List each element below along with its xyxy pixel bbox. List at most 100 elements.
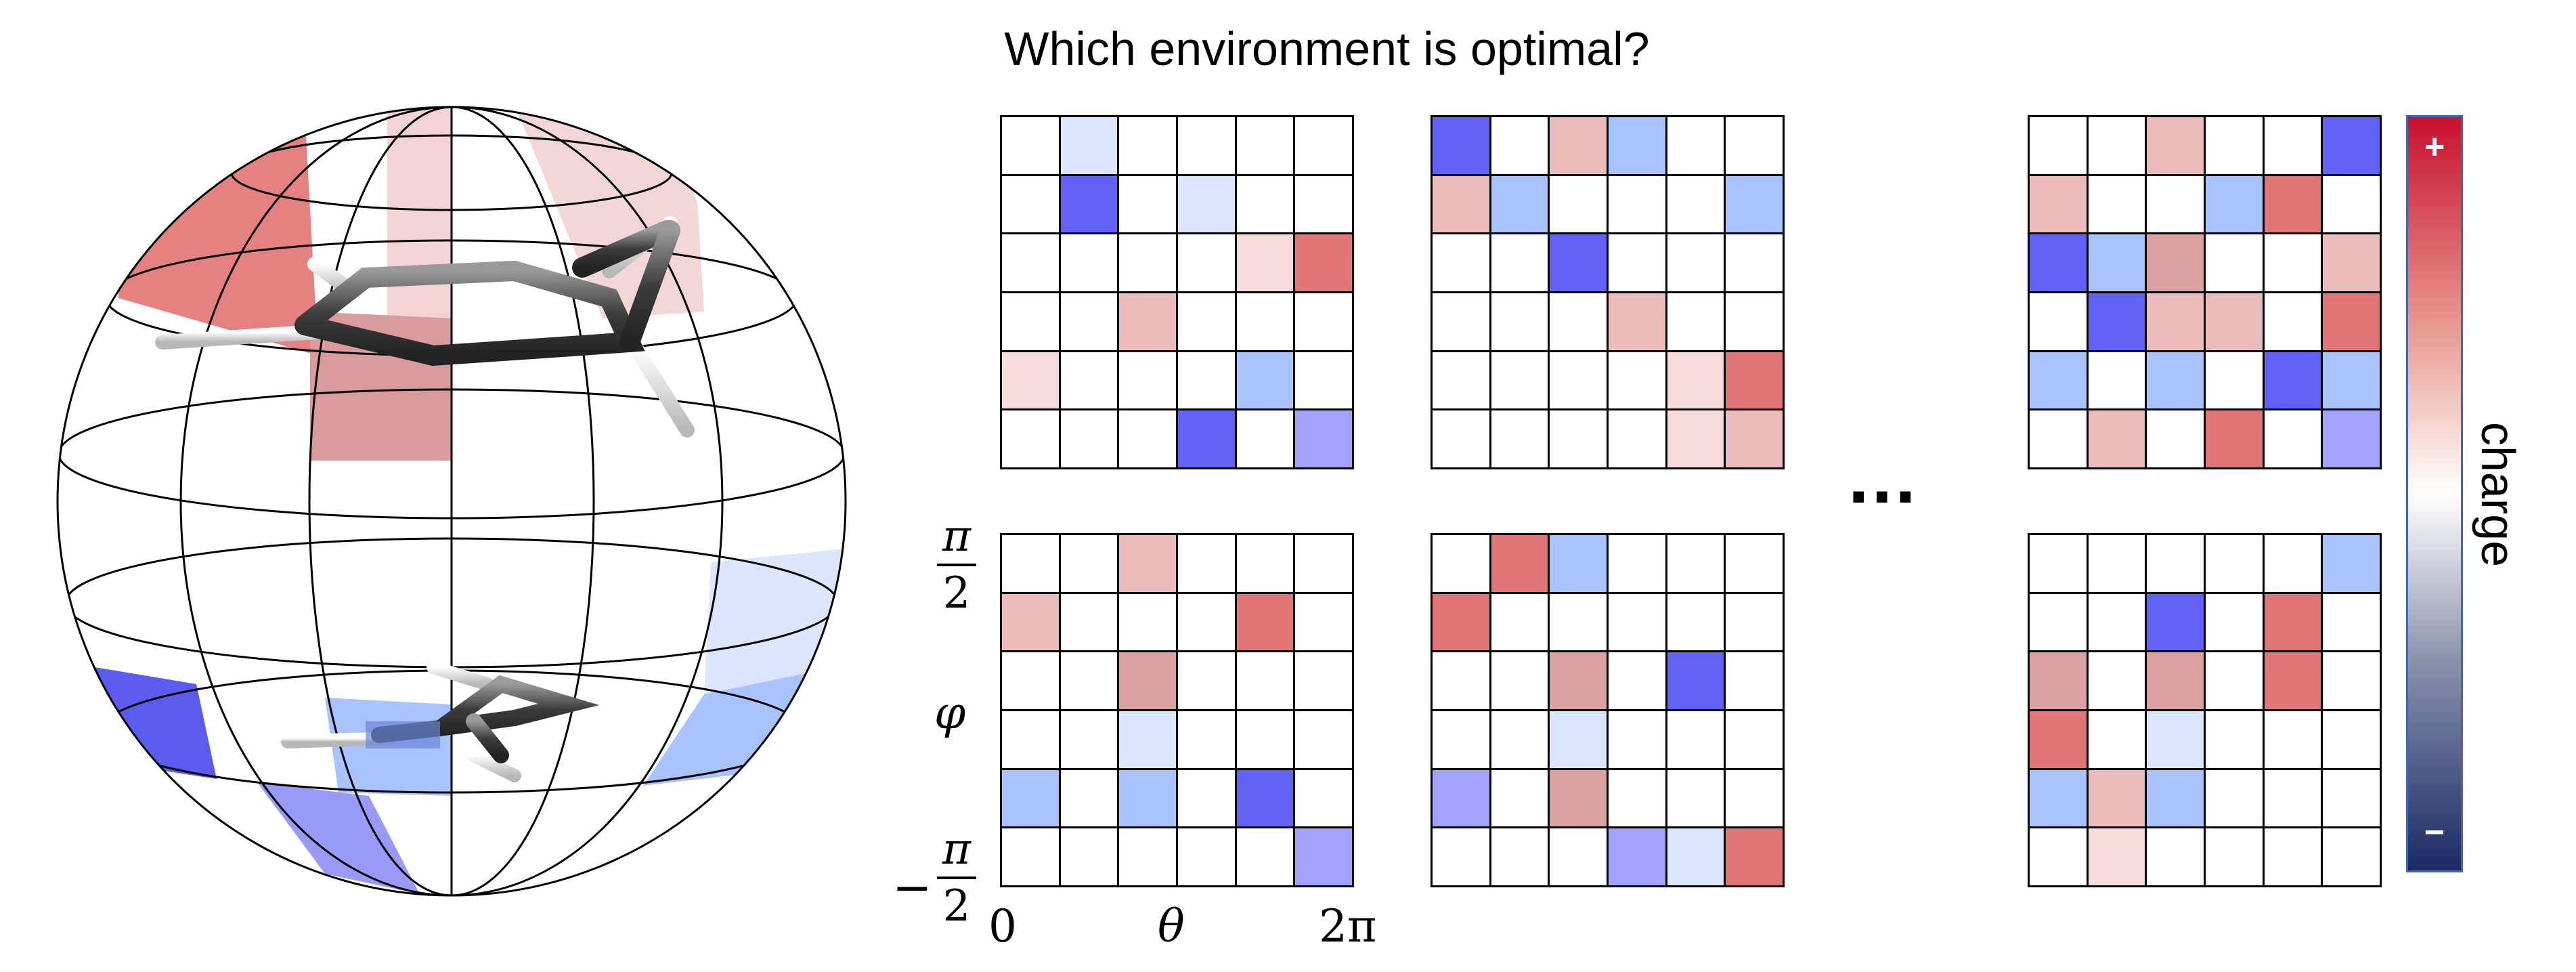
grid-cell xyxy=(2145,591,2206,653)
grid-cell xyxy=(1058,173,1120,235)
grid-cell xyxy=(1000,826,1061,887)
grid-cell xyxy=(1000,291,1061,352)
grid-cell xyxy=(1176,650,1237,711)
grid-cell xyxy=(1117,826,1178,887)
grid-cell xyxy=(2028,709,2089,770)
grid-cell xyxy=(2086,408,2147,469)
grid-cell xyxy=(1000,709,1061,770)
grid-cell xyxy=(2204,709,2265,770)
grid-cell xyxy=(1665,709,1726,770)
grid-cell xyxy=(1489,408,1550,469)
grid-cell xyxy=(2145,408,2206,469)
grid-cell xyxy=(2028,533,2089,594)
grid-cell xyxy=(1293,826,1354,887)
grid-cell xyxy=(1431,709,1491,770)
grid-cell xyxy=(2086,291,2147,352)
grid-cell xyxy=(1176,767,1237,829)
grid-cell xyxy=(1489,709,1550,770)
figure-title: Which environment is optimal? xyxy=(1004,22,1650,75)
grid-cell xyxy=(1176,533,1237,594)
grid-cell xyxy=(2028,232,2089,293)
grid-cell xyxy=(1000,173,1061,235)
grid-cell xyxy=(1234,650,1296,711)
grid-cell xyxy=(2204,291,2265,352)
patch-upper-left xyxy=(118,135,318,356)
grid-cell xyxy=(2262,709,2323,770)
sphere-outline xyxy=(56,106,847,897)
grid-cell xyxy=(1234,115,1296,176)
grid-cell xyxy=(2321,767,2382,829)
grid-cell xyxy=(2204,232,2265,293)
grid-cell xyxy=(2204,826,2265,887)
grid-cell xyxy=(1058,533,1120,594)
grid-cell xyxy=(1234,767,1296,829)
molecule-lower-highlight xyxy=(366,721,440,748)
grid-cell xyxy=(2321,591,2382,653)
grid-cell xyxy=(1724,709,1785,770)
grid-cell xyxy=(1548,291,1609,352)
grid-cell xyxy=(1176,232,1237,293)
grid-cell xyxy=(2028,115,2089,176)
grid-cell xyxy=(2028,650,2089,711)
theta-end-label: 2π xyxy=(1319,900,1377,952)
grid-cell xyxy=(1234,350,1296,411)
grid-cell xyxy=(2086,115,2147,176)
grid-cell xyxy=(1607,650,1667,711)
grid-cell xyxy=(1724,826,1785,887)
phi-bottom-sign: − xyxy=(892,860,932,915)
grid-cell xyxy=(1607,173,1667,235)
grid-cell xyxy=(1724,173,1785,235)
grid-cell xyxy=(2086,650,2147,711)
grid-cell xyxy=(2262,767,2323,829)
grid-cell xyxy=(2028,826,2089,887)
grid-cell xyxy=(1548,173,1609,235)
grid-cell xyxy=(1293,650,1354,711)
grid-bottom-3 xyxy=(2028,533,2382,887)
grid-cell xyxy=(1000,767,1061,829)
grid-cell xyxy=(1607,291,1667,352)
grid-cell xyxy=(2321,826,2382,887)
grid-cell xyxy=(2262,232,2323,293)
grid-cell xyxy=(2086,709,2147,770)
grid-cell xyxy=(1293,291,1354,352)
grid-cell xyxy=(2086,232,2147,293)
grid-cell xyxy=(1117,533,1178,594)
grid-cell xyxy=(1176,826,1237,887)
grid-cell xyxy=(1000,650,1061,711)
grid-cell xyxy=(2321,533,2382,594)
grid-cell xyxy=(1000,350,1061,411)
grid-bottom-1 xyxy=(1000,533,1354,887)
grid-cell xyxy=(1117,767,1178,829)
charge-sphere xyxy=(56,106,847,897)
grid-cell xyxy=(2262,291,2323,352)
grid-cell xyxy=(1058,709,1120,770)
grid-cell xyxy=(1176,350,1237,411)
grid-cell xyxy=(2262,533,2323,594)
grid-cell xyxy=(1489,115,1550,176)
grid-cell xyxy=(1431,232,1491,293)
grid-cell xyxy=(1665,826,1726,887)
grid-cell xyxy=(1058,291,1120,352)
grid-cell xyxy=(2145,173,2206,235)
grid-cell xyxy=(2262,350,2323,411)
colorbar-plus-label: + xyxy=(2424,127,2445,167)
grid-cell xyxy=(1117,115,1178,176)
grid-cell xyxy=(1665,291,1726,352)
grid-bottom-2 xyxy=(1431,533,1785,887)
grid-cell xyxy=(1489,767,1550,829)
grid-cell xyxy=(2028,291,2089,352)
grid-cell xyxy=(2028,173,2089,235)
grid-cell xyxy=(1665,650,1726,711)
grid-cell xyxy=(1489,173,1550,235)
grid-cell xyxy=(1548,408,1609,469)
grid-cell xyxy=(1665,350,1726,411)
grid-cell xyxy=(1431,767,1491,829)
grid-cell xyxy=(2086,533,2147,594)
grid-cell xyxy=(1724,650,1785,711)
grid-cell xyxy=(1234,232,1296,293)
grid-cell xyxy=(1548,115,1609,176)
grid-cell xyxy=(1058,826,1120,887)
patch-lower-right-2 xyxy=(643,671,819,786)
phi-top-fraction-bar xyxy=(937,564,976,566)
grid-cell xyxy=(1665,408,1726,469)
